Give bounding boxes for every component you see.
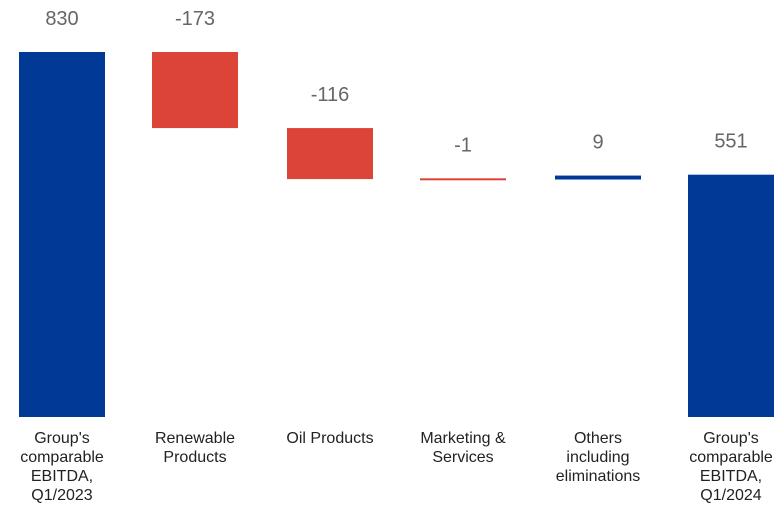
- category-labels-layer: Group's comparable EBITDA, Q1/2023 Renewable…: [20, 430, 773, 504]
- category-label-4: Marketing & Services: [420, 430, 506, 466]
- value-label-5: 9: [592, 132, 603, 154]
- category-label-2: Renewable Products: [155, 430, 235, 466]
- category-label-4-line-1: Marketing &: [420, 430, 506, 447]
- category-label-5-line-2: including: [566, 449, 629, 466]
- category-label-1-line-4: Q1/2023: [31, 487, 92, 504]
- bars-layer: [19, 52, 774, 417]
- category-label-1-line-3: EBITDA,: [31, 468, 93, 485]
- value-label-1: 830: [45, 8, 78, 30]
- value-label-6: 551: [714, 131, 747, 153]
- value-label-2: -173: [175, 8, 215, 30]
- category-label-6-line-4: Q1/2024: [700, 487, 761, 504]
- bar-6: [688, 174, 774, 417]
- category-label-1: Group's comparable EBITDA, Q1/2023: [20, 430, 104, 504]
- category-label-6-line-1: Group's: [703, 430, 759, 447]
- category-label-5: Others including eliminations: [556, 430, 640, 485]
- bar-3: [287, 128, 373, 180]
- category-label-3: Oil Products: [286, 430, 373, 447]
- category-label-6: Group's comparable EBITDA, Q1/2024: [689, 430, 773, 504]
- category-label-5-line-1: Others: [574, 430, 622, 447]
- value-label-4: -1: [454, 134, 472, 156]
- category-label-1-line-1: Group's: [34, 430, 90, 447]
- category-label-2-line-1: Renewable: [155, 430, 235, 447]
- category-label-4-line-2: Services: [432, 449, 493, 466]
- value-labels-layer: 830 -173 -116 -1 9 551: [45, 8, 747, 156]
- category-label-6-line-3: EBITDA,: [700, 468, 762, 485]
- bar-4: [420, 178, 506, 181]
- value-label-3: -116: [311, 84, 350, 106]
- category-label-5-line-3: eliminations: [556, 468, 640, 485]
- category-label-2-line-2: Products: [163, 449, 226, 466]
- bar-1: [19, 52, 105, 417]
- category-label-1-line-2: comparable: [20, 449, 104, 466]
- bar-5: [555, 175, 641, 180]
- category-label-6-line-2: comparable: [689, 449, 773, 466]
- bar-2: [152, 52, 238, 129]
- category-label-3-line-1: Oil Products: [286, 430, 373, 447]
